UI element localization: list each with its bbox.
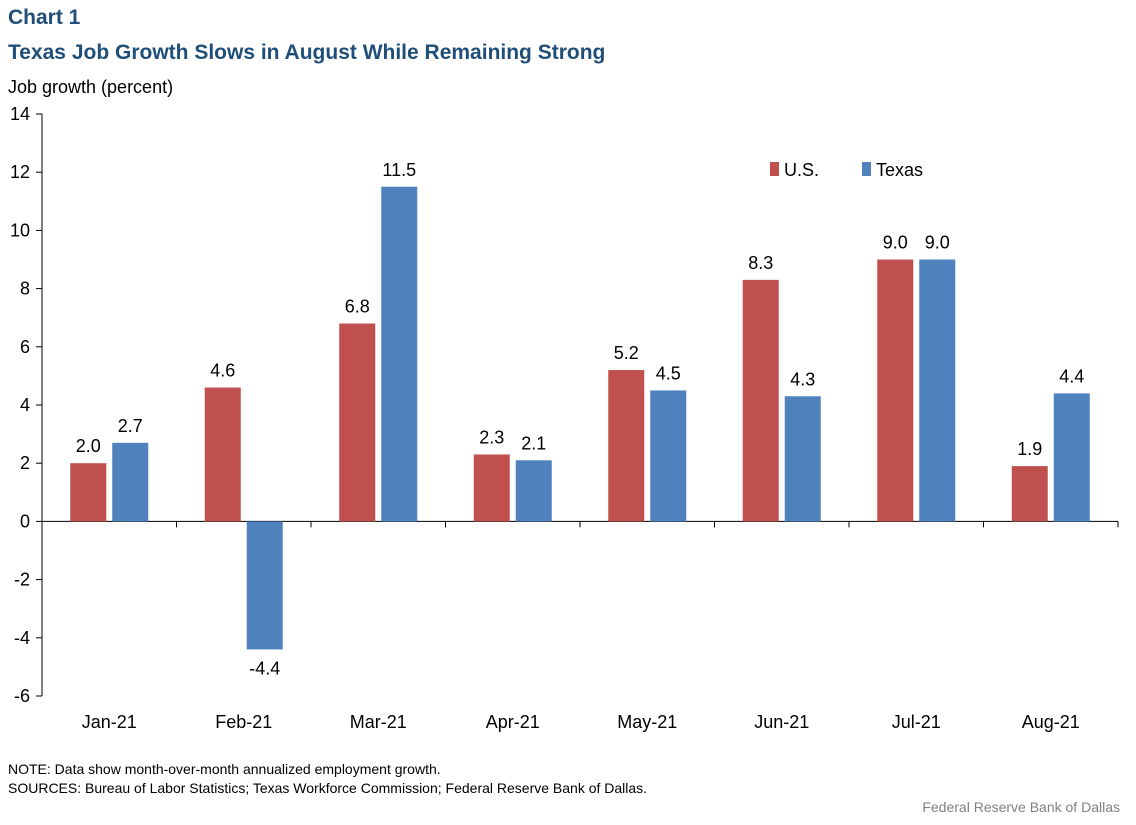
bar-texas [112,442,149,522]
data-label: -4.4 [249,658,280,678]
chart-sources: SOURCES: Bureau of Labor Statistics; Tex… [8,780,648,796]
data-label: 11.5 [382,160,416,180]
y-tick-label: 10 [10,220,30,240]
chart-credit: Federal Reserve Bank of Dallas [922,799,1120,815]
data-label: 4.6 [210,361,235,381]
bar-texas [919,259,956,522]
y-tick-label: 14 [10,104,30,124]
bar-us [204,387,241,522]
data-label: 2.7 [118,416,143,436]
bar-texas [381,186,418,522]
legend-swatch-texas [862,162,871,176]
x-tick-label: Apr-21 [486,712,540,732]
y-tick-label: -6 [14,686,30,706]
data-label: 1.9 [1017,439,1042,459]
y-tick-label: 2 [20,453,30,473]
y-axis-label: Job growth (percent) [8,77,174,97]
x-tick-label: Jan-21 [82,712,137,732]
data-label: 2.1 [521,433,546,453]
chart-note: NOTE: Data show month-over-month annuali… [8,761,441,777]
data-label: 4.5 [656,363,681,383]
data-label: 9.0 [925,233,950,253]
x-tick-label: Mar-21 [350,712,407,732]
y-tick-label: -2 [14,570,30,590]
y-tick-label: 4 [20,395,30,415]
bar-texas [784,396,821,522]
bar-chart: -6 -4 -2 0 2 4 6 8 10 12 14 Jan-21 2.0 2.7 Feb-21 4.6 -4… [10,104,1119,732]
bar-us [70,463,107,522]
legend-label-texas: Texas [876,160,923,180]
data-label: 4.4 [1059,366,1084,386]
legend-swatch-us [770,162,779,176]
x-tick-label: Jun-21 [754,712,809,732]
y-tick-label: 12 [10,162,30,182]
y-tick-label: -4 [14,628,30,648]
bar-us [473,454,510,522]
data-label: 5.2 [614,343,639,363]
bar-us [1011,466,1048,522]
x-tick-label: Aug-21 [1022,712,1080,732]
data-label: 9.0 [883,233,908,253]
bar-us [339,323,376,522]
x-tick-label: Feb-21 [215,712,272,732]
legend-label-us: U.S. [784,160,819,180]
chart-label: Chart 1 [8,6,81,29]
bar-texas [1053,393,1090,522]
bar-us [877,259,914,522]
bar-texas [246,521,283,650]
data-label: 6.8 [345,297,370,317]
chart-title: Texas Job Growth Slows in August While R… [8,41,606,64]
y-tick-label: 0 [20,511,30,531]
data-label: 2.0 [76,436,101,456]
y-tick-label: 8 [20,279,30,299]
bar-us [742,279,779,522]
data-label: 2.3 [479,427,504,447]
data-label: 8.3 [748,253,773,273]
x-tick-label: Jul-21 [892,712,941,732]
y-tick-label: 6 [20,337,30,357]
bar-us [608,370,645,522]
data-label: 4.3 [790,369,815,389]
x-tick-label: May-21 [617,712,677,732]
bar-texas [515,460,552,522]
bar-texas [650,390,687,522]
